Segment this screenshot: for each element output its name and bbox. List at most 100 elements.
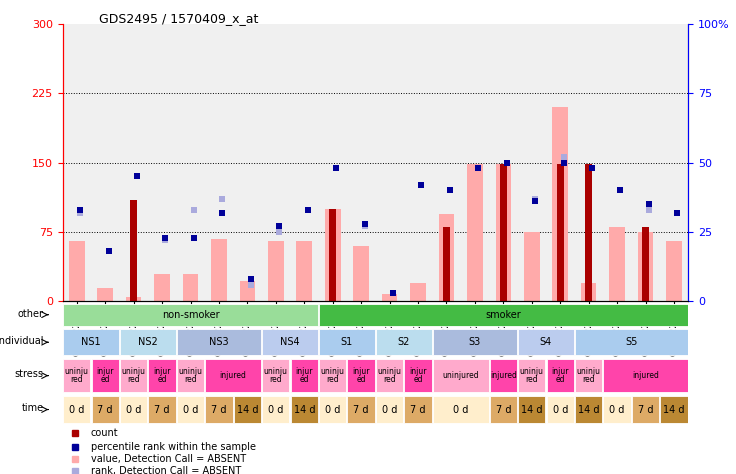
Bar: [126, 297, 141, 301]
Bar: [604, 359, 687, 392]
Text: rank, Detection Call = ABSENT: rank, Detection Call = ABSENT: [91, 466, 241, 474]
Bar: [575, 396, 602, 423]
Bar: [404, 396, 432, 423]
Text: 0 d: 0 d: [69, 404, 85, 415]
Text: uninju
red: uninju red: [576, 367, 601, 384]
Bar: [183, 273, 198, 301]
Bar: [63, 359, 91, 392]
Text: uninju
red: uninju red: [263, 367, 288, 384]
Bar: [63, 396, 91, 423]
Text: S4: S4: [539, 337, 552, 347]
Bar: [637, 232, 654, 301]
Bar: [347, 359, 375, 392]
Bar: [91, 359, 119, 392]
Text: uninju
red: uninju red: [179, 367, 202, 384]
Text: uninju
red: uninju red: [65, 367, 89, 384]
Bar: [130, 200, 137, 301]
Bar: [205, 359, 261, 392]
Text: 7 d: 7 d: [410, 404, 425, 415]
Text: 0 d: 0 d: [325, 404, 340, 415]
Text: 0 d: 0 d: [126, 404, 141, 415]
Text: 7 d: 7 d: [155, 404, 170, 415]
Bar: [575, 359, 602, 392]
Bar: [291, 359, 318, 392]
Text: 7 d: 7 d: [97, 404, 113, 415]
Bar: [325, 209, 341, 301]
Text: other: other: [18, 309, 44, 319]
Bar: [439, 213, 454, 301]
Bar: [63, 304, 318, 326]
Bar: [376, 329, 432, 356]
Bar: [262, 396, 289, 423]
Bar: [91, 396, 119, 423]
Bar: [410, 283, 426, 301]
Text: injured: injured: [632, 371, 659, 380]
Text: uninjured: uninjured: [442, 371, 479, 380]
Bar: [467, 164, 483, 301]
Bar: [297, 241, 312, 301]
Bar: [120, 329, 176, 356]
Bar: [443, 228, 450, 301]
Text: non-smoker: non-smoker: [162, 310, 219, 320]
Bar: [376, 396, 403, 423]
Text: 7 d: 7 d: [211, 404, 227, 415]
Text: 14 d: 14 d: [663, 404, 684, 415]
Text: 7 d: 7 d: [353, 404, 369, 415]
Text: injured: injured: [220, 371, 247, 380]
Text: 14 d: 14 d: [578, 404, 599, 415]
Bar: [604, 396, 631, 423]
Text: stress: stress: [15, 369, 44, 379]
Bar: [547, 396, 574, 423]
Bar: [547, 359, 574, 392]
Bar: [666, 241, 682, 301]
Bar: [575, 329, 687, 356]
Text: 14 d: 14 d: [521, 404, 542, 415]
Bar: [500, 164, 507, 301]
Bar: [319, 329, 375, 356]
Text: individual: individual: [0, 336, 44, 346]
Bar: [489, 396, 517, 423]
Text: 0 d: 0 d: [382, 404, 397, 415]
Text: 7 d: 7 d: [638, 404, 654, 415]
Text: value, Detection Call = ABSENT: value, Detection Call = ABSENT: [91, 454, 246, 464]
Bar: [632, 396, 659, 423]
Bar: [319, 396, 347, 423]
Bar: [319, 359, 347, 392]
Text: 14 d: 14 d: [237, 404, 258, 415]
Bar: [433, 359, 489, 392]
Bar: [120, 396, 147, 423]
Text: NS2: NS2: [138, 337, 158, 347]
Bar: [97, 288, 113, 301]
Bar: [211, 238, 227, 301]
Text: uninju
red: uninju red: [121, 367, 146, 384]
Bar: [69, 241, 85, 301]
Bar: [433, 396, 489, 423]
Text: uninju
red: uninju red: [321, 367, 344, 384]
Bar: [149, 396, 176, 423]
Bar: [495, 164, 511, 301]
Bar: [382, 294, 397, 301]
Text: 7 d: 7 d: [495, 404, 511, 415]
Bar: [291, 396, 318, 423]
Bar: [329, 209, 336, 301]
Text: time: time: [21, 403, 44, 413]
Bar: [376, 359, 403, 392]
Text: injured: injured: [490, 371, 517, 380]
Bar: [155, 273, 170, 301]
Bar: [149, 359, 176, 392]
Text: 14 d: 14 d: [294, 404, 315, 415]
Bar: [177, 359, 204, 392]
Bar: [433, 329, 517, 356]
Bar: [234, 396, 261, 423]
Text: S3: S3: [469, 337, 481, 347]
Text: 0 d: 0 d: [609, 404, 625, 415]
Bar: [205, 396, 233, 423]
Text: injur
ed: injur ed: [96, 367, 114, 384]
Text: smoker: smoker: [486, 310, 521, 320]
Bar: [353, 246, 369, 301]
Bar: [609, 228, 625, 301]
Text: S2: S2: [397, 337, 410, 347]
Text: NS3: NS3: [209, 337, 229, 347]
Bar: [553, 107, 568, 301]
Bar: [404, 359, 432, 392]
